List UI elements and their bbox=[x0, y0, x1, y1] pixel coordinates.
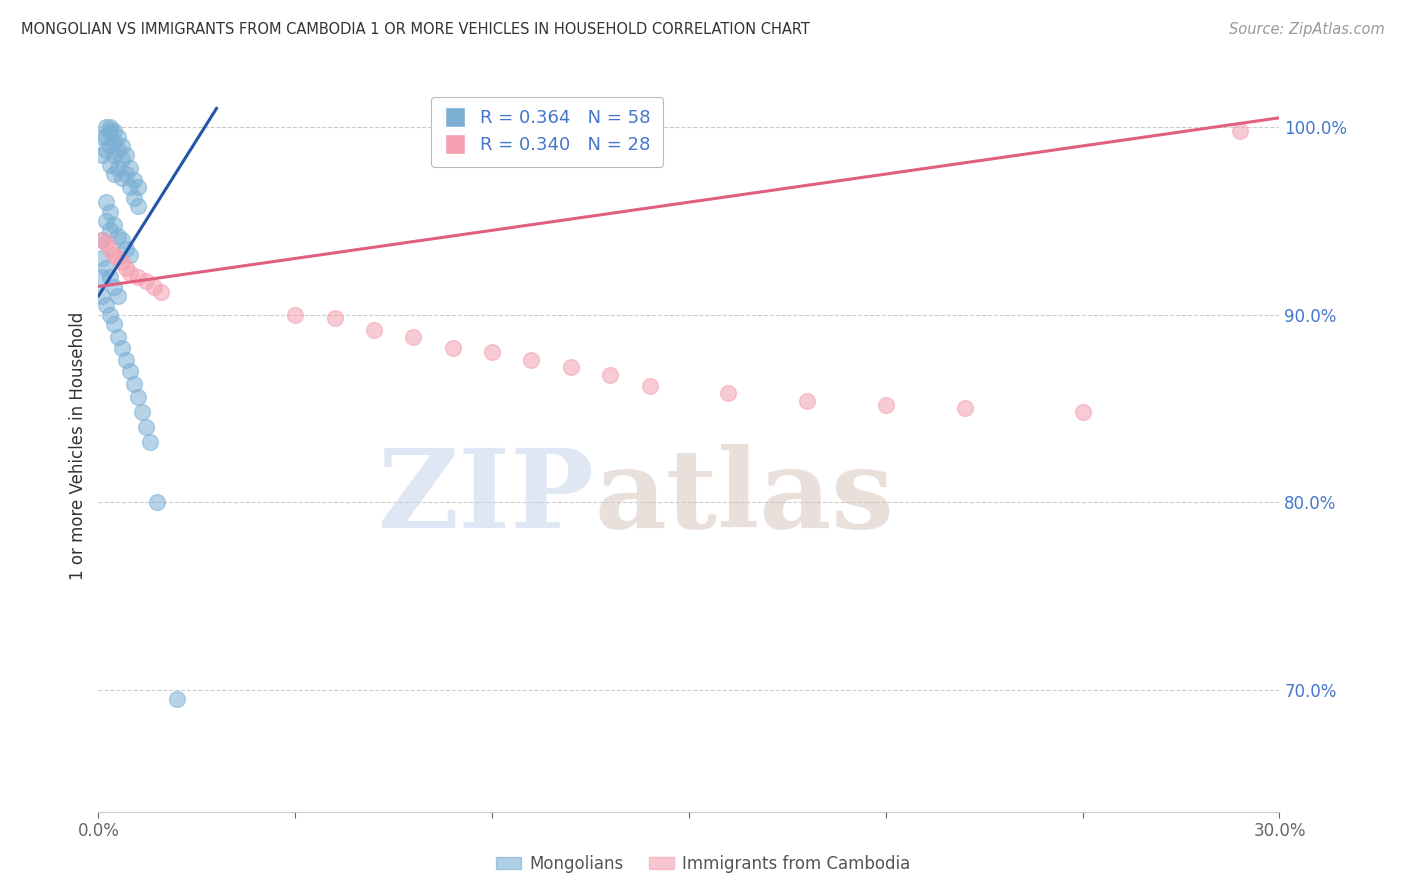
Point bbox=[103, 248, 125, 262]
Text: ZIP: ZIP bbox=[378, 443, 595, 550]
Point bbox=[127, 180, 149, 194]
Point bbox=[323, 311, 346, 326]
Point bbox=[402, 330, 425, 344]
Point bbox=[98, 204, 121, 219]
Point bbox=[146, 495, 169, 509]
Point bbox=[953, 401, 976, 416]
Point bbox=[135, 420, 157, 434]
Point bbox=[103, 124, 125, 138]
Point bbox=[122, 191, 145, 205]
Point bbox=[131, 405, 153, 419]
Point bbox=[107, 289, 129, 303]
Point bbox=[107, 129, 129, 144]
Point bbox=[91, 270, 114, 285]
Point bbox=[1071, 405, 1094, 419]
Point bbox=[599, 368, 621, 382]
Point bbox=[1229, 124, 1251, 138]
Point bbox=[111, 233, 134, 247]
Point bbox=[115, 260, 138, 275]
Point bbox=[118, 161, 141, 176]
Point bbox=[150, 285, 173, 300]
Point bbox=[103, 279, 125, 293]
Point bbox=[91, 252, 114, 266]
Point bbox=[875, 398, 897, 412]
Point bbox=[115, 242, 138, 256]
Point bbox=[96, 120, 118, 135]
Point bbox=[96, 195, 118, 210]
Point bbox=[107, 229, 129, 244]
Point bbox=[284, 308, 307, 322]
Point bbox=[111, 152, 134, 166]
Point bbox=[115, 148, 138, 162]
Point bbox=[118, 180, 141, 194]
Point bbox=[107, 161, 129, 176]
Point bbox=[111, 170, 134, 185]
Point bbox=[103, 218, 125, 232]
Text: MONGOLIAN VS IMMIGRANTS FROM CAMBODIA 1 OR MORE VEHICLES IN HOUSEHOLD CORRELATIO: MONGOLIAN VS IMMIGRANTS FROM CAMBODIA 1 … bbox=[21, 22, 810, 37]
Point bbox=[560, 360, 582, 375]
Point bbox=[103, 317, 125, 331]
Point bbox=[103, 135, 125, 149]
Legend: Mongolians, Immigrants from Cambodia: Mongolians, Immigrants from Cambodia bbox=[489, 848, 917, 880]
Point bbox=[127, 390, 149, 404]
Point bbox=[122, 172, 145, 186]
Point bbox=[96, 129, 118, 144]
Point bbox=[98, 242, 121, 256]
Point bbox=[98, 158, 121, 172]
Point bbox=[441, 342, 464, 356]
Point bbox=[481, 345, 503, 359]
Point bbox=[91, 233, 114, 247]
Point bbox=[111, 342, 134, 356]
Point bbox=[127, 270, 149, 285]
Point bbox=[98, 270, 121, 285]
Point bbox=[96, 236, 118, 251]
Point bbox=[118, 267, 141, 281]
Point bbox=[96, 214, 118, 228]
Point bbox=[138, 435, 160, 450]
Point bbox=[98, 124, 121, 138]
Point bbox=[107, 252, 129, 266]
Point bbox=[717, 386, 740, 401]
Point bbox=[363, 323, 385, 337]
Point bbox=[796, 394, 818, 409]
Point bbox=[166, 692, 188, 706]
Legend: R = 0.364   N = 58, R = 0.340   N = 28: R = 0.364 N = 58, R = 0.340 N = 28 bbox=[432, 96, 664, 167]
Point bbox=[91, 129, 114, 144]
Point bbox=[98, 139, 121, 153]
Point bbox=[107, 330, 129, 344]
Point bbox=[98, 120, 121, 135]
Point bbox=[98, 308, 121, 322]
Point bbox=[142, 279, 165, 293]
Text: Source: ZipAtlas.com: Source: ZipAtlas.com bbox=[1229, 22, 1385, 37]
Point bbox=[111, 139, 134, 153]
Text: atlas: atlas bbox=[595, 443, 894, 550]
Point bbox=[127, 199, 149, 213]
Point bbox=[638, 379, 661, 393]
Point bbox=[103, 148, 125, 162]
Point bbox=[122, 377, 145, 392]
Point bbox=[115, 352, 138, 367]
Point bbox=[111, 255, 134, 269]
Point bbox=[91, 289, 114, 303]
Point bbox=[96, 143, 118, 157]
Point bbox=[98, 223, 121, 237]
Point bbox=[520, 352, 543, 367]
Y-axis label: 1 or more Vehicles in Household: 1 or more Vehicles in Household bbox=[69, 312, 87, 580]
Point bbox=[118, 248, 141, 262]
Point bbox=[103, 167, 125, 181]
Point bbox=[96, 260, 118, 275]
Point bbox=[91, 148, 114, 162]
Point bbox=[135, 274, 157, 288]
Point bbox=[96, 298, 118, 312]
Point bbox=[107, 143, 129, 157]
Point bbox=[115, 167, 138, 181]
Point bbox=[118, 364, 141, 378]
Point bbox=[91, 233, 114, 247]
